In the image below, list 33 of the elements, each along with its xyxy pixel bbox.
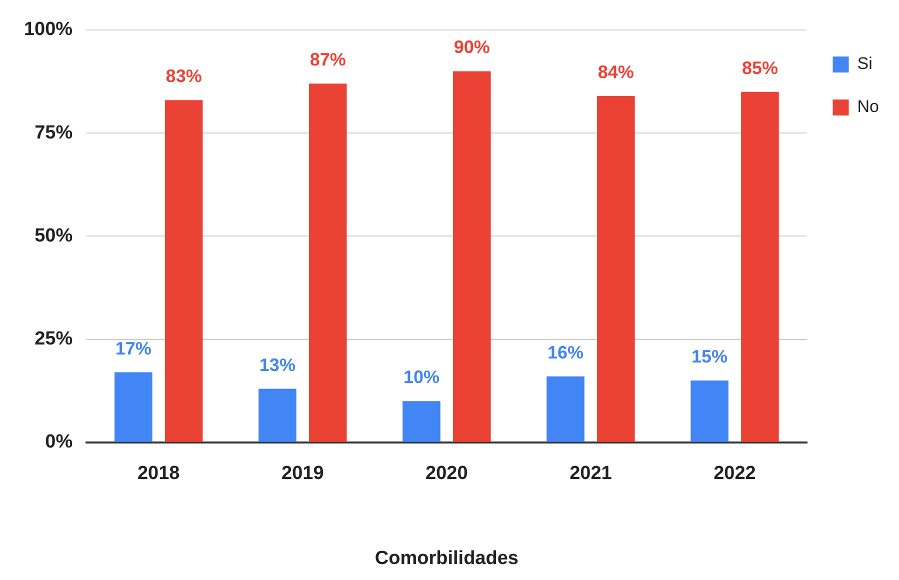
x-tick-label: 2019 <box>282 463 324 484</box>
data-label: 13% <box>259 354 296 375</box>
bar <box>258 388 296 442</box>
bar <box>741 92 779 442</box>
data-label: 84% <box>598 62 634 82</box>
x-tick-label: 2018 <box>137 463 180 484</box>
bar <box>597 96 635 442</box>
y-tick-label: 75% <box>34 122 73 144</box>
legend-label: No <box>857 97 880 116</box>
data-label: 83% <box>166 66 202 86</box>
data-label: 87% <box>310 50 346 70</box>
data-label: 17% <box>115 338 152 358</box>
bar <box>546 376 584 442</box>
y-tick-label: 25% <box>34 328 73 350</box>
x-axis-title: Comorbilidades <box>374 548 518 569</box>
data-label: 10% <box>403 367 440 388</box>
data-label: 15% <box>692 346 728 367</box>
bar <box>164 100 203 442</box>
data-label: 16% <box>547 342 584 362</box>
x-tick-label: 2022 <box>714 463 756 484</box>
y-tick-label: 0% <box>45 432 73 453</box>
y-tick-label: 100% <box>24 19 73 40</box>
x-tick-label: 2021 <box>570 463 612 484</box>
bar <box>452 71 491 442</box>
x-tick-label: 2020 <box>426 463 468 484</box>
bar <box>308 84 347 442</box>
bar <box>402 401 440 442</box>
legend-label: Si <box>857 54 872 74</box>
bar <box>114 372 152 442</box>
data-label: 85% <box>742 58 778 78</box>
bar <box>690 380 728 442</box>
y-tick-label: 50% <box>34 225 73 246</box>
data-label: 90% <box>454 37 490 58</box>
